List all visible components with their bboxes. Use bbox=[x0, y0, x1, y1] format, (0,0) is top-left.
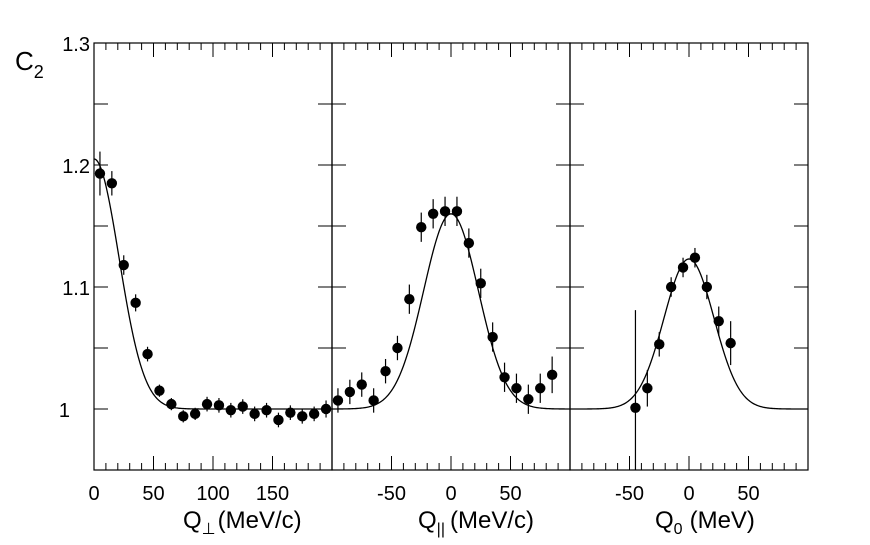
data-point-qpar bbox=[404, 294, 415, 305]
data-point-qpar bbox=[546, 369, 558, 381]
data-point-qpar bbox=[392, 342, 403, 354]
data-point-qperp bbox=[118, 259, 129, 271]
data-point-qperp bbox=[178, 411, 189, 422]
data-point-qperp bbox=[225, 405, 237, 416]
x-tick-label-qperp: 150 bbox=[256, 483, 289, 505]
data-point-qpar bbox=[451, 206, 463, 217]
x-title-qperp-main: Q bbox=[183, 507, 202, 534]
data-point-q0 bbox=[713, 315, 724, 327]
data-point-qpar bbox=[535, 383, 546, 394]
panels-layer: 0 50 100 150 -50 0 50 -50 0 50 bbox=[88, 42, 809, 505]
y-axis-title-sub: 2 bbox=[34, 62, 44, 82]
data-point-qperp bbox=[201, 398, 213, 410]
data-point-qperp bbox=[308, 408, 320, 420]
data-point-qpar bbox=[511, 383, 522, 394]
y-axis-title: C2 bbox=[15, 46, 44, 82]
y-axis-labels: 1 1.1 1.2 1.3 C2 bbox=[15, 34, 90, 422]
data-point-q0 bbox=[642, 383, 653, 394]
data-point-qperp bbox=[166, 398, 177, 410]
x-axis-title-q0: Q0 (MeV) bbox=[655, 507, 755, 538]
data-point-q0 bbox=[689, 252, 701, 263]
x-tick-label-qpar: 50 bbox=[499, 483, 521, 505]
data-point-q0 bbox=[665, 281, 677, 293]
x-title-q0-main: Q bbox=[655, 507, 674, 534]
x-tick-label-qperp: 0 bbox=[88, 483, 99, 505]
data-point-qpar bbox=[416, 222, 427, 233]
data-point-qpar bbox=[356, 379, 367, 390]
data-point-qperp bbox=[130, 297, 141, 309]
data-point-qpar bbox=[380, 365, 391, 377]
data-point-qperp bbox=[142, 348, 153, 360]
data-point-qpar bbox=[487, 331, 498, 343]
data-point-qperp bbox=[273, 414, 284, 426]
data-point-q0 bbox=[677, 262, 689, 273]
y-tick-label-1-1: 1.1 bbox=[62, 278, 90, 300]
y-axis-title-main: C bbox=[15, 46, 34, 76]
x-title-qperp-sub: ⊥ bbox=[202, 521, 216, 538]
y-tick-label-1: 1 bbox=[59, 400, 70, 422]
panel-frame-qperp bbox=[93, 42, 333, 471]
x-title-qpar-sub: || bbox=[437, 521, 445, 538]
data-point-qpar bbox=[523, 394, 534, 405]
x-title-q0-sub: 0 bbox=[674, 521, 683, 538]
panel-frame-q0 bbox=[569, 42, 809, 471]
data-point-qperp bbox=[297, 411, 308, 422]
x-tick-label-qpar: 0 bbox=[445, 483, 456, 505]
data-point-qperp bbox=[106, 178, 118, 189]
x-axis-title-qperp: Q⊥(MeV/c) bbox=[183, 507, 302, 538]
data-point-qpar bbox=[332, 395, 344, 406]
x-tick-label-qpar: -50 bbox=[377, 483, 406, 505]
data-point-qpar bbox=[475, 278, 486, 289]
data-point-qperp bbox=[285, 407, 296, 418]
data-point-qperp bbox=[261, 405, 272, 416]
data-point-qpar bbox=[439, 206, 451, 217]
data-point-q0 bbox=[630, 402, 641, 413]
panel-q0: -50 0 50 bbox=[569, 42, 809, 505]
x-tick-label-q0: 0 bbox=[683, 483, 694, 505]
panel-qperp: 0 50 100 150 bbox=[88, 42, 333, 505]
x-tick-label-qperp: 100 bbox=[196, 483, 229, 505]
data-point-qperp bbox=[213, 400, 225, 411]
data-point-qpar bbox=[499, 372, 510, 383]
fit-curve-qpar bbox=[332, 213, 570, 410]
x-title-qpar-rest: (MeV/c) bbox=[450, 507, 534, 534]
data-point-q0 bbox=[654, 339, 665, 350]
fit-curve-qperp bbox=[93, 158, 332, 410]
data-point-qpar bbox=[427, 208, 439, 219]
data-point-q0 bbox=[725, 337, 736, 349]
data-point-q0 bbox=[701, 281, 713, 293]
data-point-qperp bbox=[320, 403, 332, 415]
data-point-qpar bbox=[344, 386, 356, 398]
x-axis-title-qpar: Q|| (MeV/c) bbox=[418, 507, 534, 538]
x-title-q0-rest: (MeV) bbox=[690, 507, 755, 534]
x-title-qpar-main: Q bbox=[418, 507, 437, 534]
y-tick-label-1-3: 1.3 bbox=[62, 34, 90, 56]
x-tick-label-q0: -50 bbox=[615, 483, 644, 505]
data-point-qperp bbox=[249, 408, 260, 420]
panel-qpar: -50 0 50 bbox=[331, 42, 571, 505]
x-tick-label-q0: 50 bbox=[737, 483, 759, 505]
y-tick-label-1-2: 1.2 bbox=[62, 156, 90, 178]
panel-frame-qpar bbox=[331, 42, 571, 471]
x-tick-label-qperp: 50 bbox=[142, 483, 164, 505]
fit-curve-q0 bbox=[570, 258, 808, 410]
x-title-qperp-rest: (MeV/c) bbox=[218, 507, 302, 534]
data-point-qperp bbox=[154, 385, 165, 396]
data-point-qperp bbox=[94, 168, 106, 179]
data-point-qperp bbox=[237, 401, 248, 412]
x-axis-titles: Q⊥(MeV/c) Q|| (MeV/c) Q0 (MeV) bbox=[183, 507, 755, 538]
data-point-qpar bbox=[463, 237, 475, 249]
data-point-qperp bbox=[189, 408, 201, 420]
data-point-qpar bbox=[368, 395, 379, 406]
